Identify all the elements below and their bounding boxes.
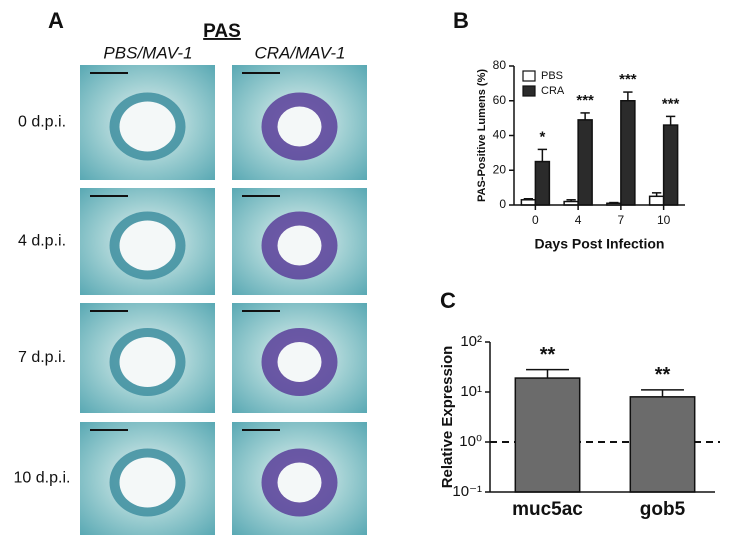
error-bar — [665, 115, 676, 126]
y-axis-label: PAS-Positive Lumens (%) — [476, 69, 488, 202]
legend-swatch — [522, 85, 536, 97]
legend-label: CRA — [541, 85, 565, 97]
x-tick-label: 10 — [657, 213, 671, 227]
error-bar — [523, 197, 534, 200]
y-tick-label: 0 — [499, 197, 506, 211]
x-tick-label: 0 — [532, 213, 539, 227]
lumen — [277, 225, 322, 266]
micrograph — [80, 303, 215, 413]
micrograph-title: PAS — [203, 21, 241, 42]
bar — [648, 195, 665, 206]
column-label: PBS/MAV-1 — [103, 43, 192, 62]
panel-label: B — [453, 8, 469, 33]
bar — [577, 119, 593, 206]
column-label: CRA/MAV-1 — [254, 43, 345, 62]
lumen — [277, 462, 322, 503]
lumen — [119, 457, 176, 508]
y-tick-label: 10⁰ — [459, 433, 482, 450]
x-tick-label: gob5 — [640, 499, 686, 520]
legend-swatch — [522, 70, 536, 82]
y-tick-label: 80 — [493, 58, 507, 72]
x-axis-label: Days Post Infection — [535, 236, 665, 252]
panel-label: A — [48, 8, 64, 33]
y-tick-label: 60 — [493, 93, 507, 107]
bar — [620, 100, 636, 206]
error-bar — [651, 192, 662, 197]
lumen — [119, 337, 176, 387]
error-bar — [526, 368, 569, 379]
error-bar — [537, 148, 548, 162]
row-label: 0 d.p.i. — [18, 114, 66, 131]
lumen — [119, 101, 176, 152]
row-label: 10 d.p.i. — [14, 470, 71, 487]
micrograph — [232, 303, 367, 413]
panel-label: C — [440, 288, 456, 313]
bar — [514, 377, 581, 493]
significance: * — [539, 128, 545, 145]
row-label: 4 d.p.i. — [18, 233, 66, 250]
x-tick-label: muc5ac — [512, 499, 583, 520]
bar — [629, 396, 696, 493]
significance: *** — [576, 92, 594, 109]
x-tick-label: 4 — [575, 213, 582, 227]
y-tick-label: 10⁻¹ — [452, 483, 482, 500]
significance: *** — [662, 95, 680, 112]
micrograph — [232, 188, 367, 295]
row-label: 7 d.p.i. — [18, 349, 66, 366]
bar — [662, 124, 679, 206]
lumen — [119, 220, 176, 271]
significance: ** — [540, 344, 556, 366]
error-bar — [566, 199, 576, 202]
legend-label: PBS — [541, 70, 563, 82]
significance: ** — [655, 364, 671, 386]
x-tick-label: 7 — [618, 213, 625, 227]
lumen — [277, 342, 322, 382]
micrograph — [232, 65, 367, 180]
micrograph — [232, 422, 367, 535]
y-tick-label: 20 — [493, 162, 507, 176]
lumen — [277, 106, 322, 147]
y-tick-label: 40 — [493, 128, 507, 142]
bar — [534, 160, 551, 206]
micrograph — [80, 422, 215, 535]
micrograph — [80, 65, 215, 180]
bar — [520, 199, 537, 206]
error-bar — [623, 91, 633, 101]
y-tick-label: 10¹ — [460, 383, 482, 400]
error-bar — [580, 112, 590, 120]
y-tick-label: 10² — [460, 333, 482, 350]
y-axis-label: Relative Expression — [439, 346, 456, 489]
error-bar — [641, 389, 684, 397]
micrograph — [80, 188, 215, 295]
significance: *** — [619, 71, 637, 88]
error-bar — [609, 201, 619, 204]
